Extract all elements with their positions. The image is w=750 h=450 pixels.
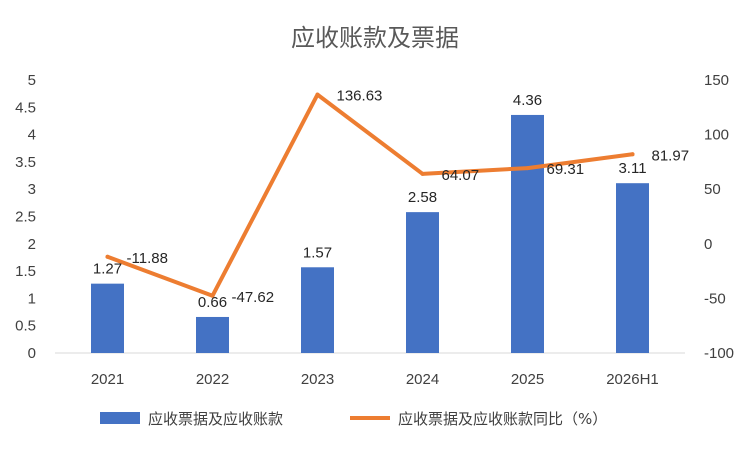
line-data-label: 81.97: [652, 147, 690, 164]
bar-data-label: 0.66: [198, 294, 227, 311]
y-left-tick-label: 5: [28, 72, 36, 89]
y-left-tick-label: 0: [28, 345, 36, 362]
line-data-label: 69.31: [547, 161, 585, 178]
legend: 应收票据及应收账款 应收票据及应收账款同比（%）: [100, 410, 607, 428]
line-point: [210, 293, 215, 298]
bar: [616, 183, 649, 353]
axes: 0 0.5 1 1.5 2 2.5 3 3.5 4 4.5 5 -100 -50 0 50 100 150 202…: [15, 72, 734, 388]
y-right-tick-label: -100: [704, 345, 734, 362]
x-tick-label: 2023: [301, 371, 334, 388]
legend-label-line: 应收票据及应收账款同比（%）: [398, 410, 607, 428]
y-left-tick-label: 3: [28, 181, 36, 198]
bar-data-label: 1.57: [303, 244, 332, 261]
line-point: [105, 254, 110, 259]
legend-label-bar: 应收票据及应收账款: [148, 410, 283, 428]
line-data-label: -47.62: [232, 289, 275, 306]
line-data-label: -11.88: [127, 250, 168, 267]
y-left-tick-label: 2.5: [15, 209, 36, 226]
y-left-tick-label: 4.5: [15, 99, 36, 116]
y-left-tick-label: 1.5: [15, 263, 36, 280]
bar: [511, 114, 544, 353]
y-left-tick-label: 0.5: [15, 318, 36, 335]
y-right-tick-label: 150: [704, 72, 729, 89]
y-right-tick-label: 100: [704, 127, 729, 144]
bar: [301, 267, 334, 353]
y-left-tick-label: 3.5: [15, 154, 36, 171]
line-point: [420, 171, 425, 176]
bar-data-label: 4.36: [513, 92, 542, 109]
x-tick-label: 2021: [91, 371, 124, 388]
line-point: [630, 152, 635, 157]
y-left-tick-label: 1: [28, 290, 36, 307]
x-tick-label: 2022: [196, 371, 229, 388]
bar: [406, 212, 439, 353]
bar: [91, 283, 124, 353]
line-data-label: 64.07: [442, 167, 480, 184]
bar: [196, 316, 229, 353]
line-path: [105, 92, 635, 298]
y-left-tick-label: 2: [28, 236, 36, 253]
x-tick-label: 2025: [511, 371, 544, 388]
bar-data-label: 2.58: [408, 189, 437, 206]
y-right-tick-label: -50: [704, 290, 726, 307]
chart-title: 应收账款及票据: [291, 24, 459, 52]
y-right-tick-label: 0: [704, 236, 712, 253]
bar-data-label: 1.27: [93, 261, 122, 278]
data-labels: 1.27 0.66 1.57 2.58 4.36 3.11 -11.88 -47.62 136.…: [93, 88, 689, 311]
line-point: [525, 166, 530, 171]
y-right-tick-label: 50: [704, 181, 721, 198]
y-left-tick-label: 4: [28, 127, 36, 144]
bar-series: [91, 114, 649, 353]
line-point: [315, 92, 320, 97]
x-tick-label: 2024: [406, 371, 439, 388]
bar-data-label: 3.11: [618, 160, 646, 177]
line-data-label: 136.63: [337, 88, 383, 105]
line-series: [105, 92, 635, 298]
legend-swatch-bar: [100, 412, 140, 424]
x-tick-label: 2026H1: [606, 371, 659, 388]
